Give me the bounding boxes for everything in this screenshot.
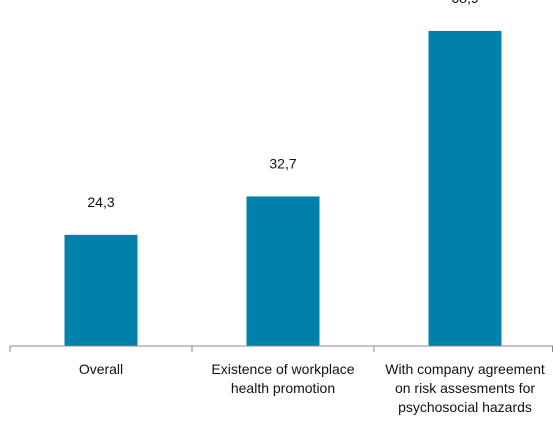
- data-label-1: 24,3: [87, 194, 114, 210]
- data-labels-layer: 24,3 32,7 68,9: [87, 0, 478, 210]
- data-label-3: 68,9: [451, 0, 478, 6]
- category-label-line: Existence of workplace: [211, 361, 354, 377]
- category-label-2: Existence of workplace health promotion: [211, 361, 354, 396]
- category-label-line: health promotion: [231, 380, 335, 396]
- data-label-2: 32,7: [269, 155, 296, 171]
- bar-2: [246, 196, 320, 346]
- bars-layer: [64, 30, 502, 346]
- x-axis: [9, 345, 553, 352]
- bar-1: [64, 234, 138, 346]
- bar-3: [428, 30, 502, 346]
- category-label-line: With company agreement: [385, 361, 545, 377]
- category-label-line: psychosocial hazards: [398, 399, 532, 415]
- category-label-line: on risk assesments for: [395, 380, 535, 396]
- category-labels-layer: Overall Existence of workplace health prom…: [79, 361, 545, 415]
- category-label-1: Overall: [79, 361, 123, 377]
- category-label-line: Overall: [79, 361, 123, 377]
- category-label-3: With company agreement on risk assesments…: [385, 361, 545, 415]
